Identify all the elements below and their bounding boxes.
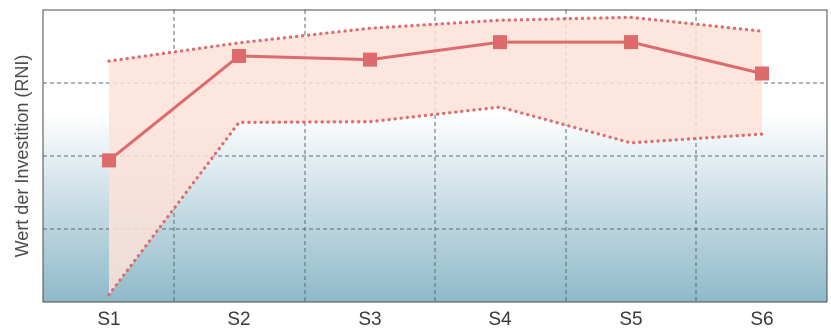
data-point-s1 (102, 153, 116, 168)
band-area (109, 17, 762, 295)
x-tick-label-s2: S2 (227, 309, 250, 330)
y-axis-label: Wert der Investition (RNI) (12, 55, 32, 258)
data-point-s5 (624, 35, 638, 50)
upper-band-line (107, 15, 764, 63)
series-layer (102, 15, 769, 297)
x-axis-ticks: S1 S2 S3 S4 S5 S6 (97, 309, 773, 330)
confidence-band (109, 17, 762, 295)
x-tick-label-s5: S5 (619, 309, 642, 330)
data-point-s2 (232, 48, 246, 63)
x-tick-label-s4: S4 (488, 309, 512, 330)
x-tick-label-s1: S1 (97, 309, 120, 330)
x-tick-label-s3: S3 (358, 309, 381, 330)
data-point-s6 (755, 66, 769, 81)
data-point-s3 (363, 52, 377, 67)
main-series-line (108, 40, 763, 162)
data-point-s4 (493, 35, 507, 50)
lower-band-line (107, 105, 764, 297)
plot-frame (42, 9, 828, 303)
x-tick-label-s6: S6 (750, 309, 773, 330)
